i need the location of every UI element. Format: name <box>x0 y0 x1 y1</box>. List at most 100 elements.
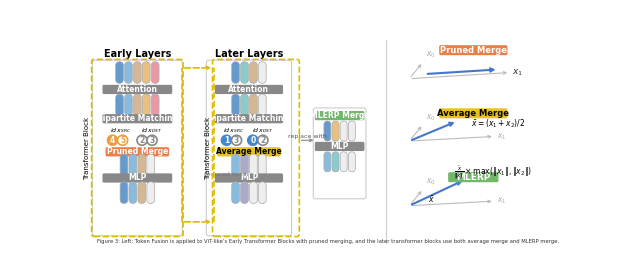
Text: $\mathit{id}\,x_{\mathit{DST}}$: $\mathit{id}\,x_{\mathit{DST}}$ <box>141 126 162 135</box>
FancyBboxPatch shape <box>340 152 347 172</box>
FancyBboxPatch shape <box>120 154 128 176</box>
Text: 5: 5 <box>120 136 125 145</box>
FancyBboxPatch shape <box>241 62 248 83</box>
Text: Early Layers: Early Layers <box>104 49 171 59</box>
Text: replace with: replace with <box>288 134 327 139</box>
Text: Attention: Attention <box>117 85 158 94</box>
Text: MLERP: MLERP <box>456 173 490 182</box>
Text: Transformer Block: Transformer Block <box>84 116 90 179</box>
FancyBboxPatch shape <box>125 62 132 83</box>
Text: $x_0$: $x_0$ <box>426 112 436 122</box>
FancyBboxPatch shape <box>138 182 146 203</box>
FancyBboxPatch shape <box>147 154 155 176</box>
Circle shape <box>108 135 118 145</box>
Text: 3: 3 <box>234 136 239 145</box>
FancyBboxPatch shape <box>241 182 248 203</box>
FancyBboxPatch shape <box>241 94 248 116</box>
Text: Average Merge: Average Merge <box>437 109 509 118</box>
FancyBboxPatch shape <box>151 94 159 116</box>
Text: reduced norm: reduced norm <box>204 172 248 177</box>
FancyBboxPatch shape <box>102 114 172 123</box>
FancyBboxPatch shape <box>348 152 355 172</box>
Text: 0: 0 <box>250 136 255 145</box>
Circle shape <box>147 135 157 145</box>
FancyBboxPatch shape <box>129 182 137 203</box>
Text: Bipartite Matching: Bipartite Matching <box>209 114 289 123</box>
FancyBboxPatch shape <box>134 94 141 116</box>
Text: Attention: Attention <box>228 85 269 94</box>
Text: Later Layers: Later Layers <box>215 49 283 59</box>
FancyBboxPatch shape <box>102 173 172 183</box>
Circle shape <box>248 135 258 145</box>
FancyBboxPatch shape <box>232 154 239 176</box>
FancyBboxPatch shape <box>315 111 364 120</box>
FancyBboxPatch shape <box>439 45 508 55</box>
FancyBboxPatch shape <box>259 154 266 176</box>
FancyBboxPatch shape <box>215 173 283 183</box>
Text: Pruned Merge: Pruned Merge <box>440 46 507 55</box>
FancyBboxPatch shape <box>151 62 159 83</box>
FancyBboxPatch shape <box>315 142 364 151</box>
Circle shape <box>118 135 127 145</box>
FancyBboxPatch shape <box>332 152 339 172</box>
Text: $x_1$: $x_1$ <box>497 196 506 206</box>
Text: $x_1$: $x_1$ <box>497 131 506 142</box>
Text: Average Merge: Average Merge <box>216 147 282 156</box>
Circle shape <box>221 135 232 145</box>
FancyBboxPatch shape <box>439 108 508 118</box>
FancyBboxPatch shape <box>250 182 257 203</box>
FancyBboxPatch shape <box>324 121 331 141</box>
Text: MLP: MLP <box>128 173 147 183</box>
FancyBboxPatch shape <box>215 114 283 123</box>
Text: $\mathit{id}\,x_{\mathit{SRC}}$: $\mathit{id}\,x_{\mathit{SRC}}$ <box>223 126 244 135</box>
FancyBboxPatch shape <box>92 60 182 236</box>
Circle shape <box>258 135 268 145</box>
FancyBboxPatch shape <box>120 182 128 203</box>
Text: MLP: MLP <box>330 142 349 151</box>
FancyBboxPatch shape <box>348 121 355 141</box>
FancyBboxPatch shape <box>232 182 239 203</box>
FancyBboxPatch shape <box>134 62 141 83</box>
Text: $x_0$: $x_0$ <box>426 177 436 187</box>
FancyBboxPatch shape <box>217 147 281 157</box>
Text: Bipartite Matching: Bipartite Matching <box>97 114 178 123</box>
Circle shape <box>232 135 241 145</box>
FancyBboxPatch shape <box>259 182 266 203</box>
Circle shape <box>137 135 147 145</box>
FancyBboxPatch shape <box>250 62 257 83</box>
Text: 2: 2 <box>260 136 266 145</box>
Text: 1: 1 <box>224 136 229 145</box>
Text: $\bar{x}$: $\bar{x}$ <box>428 194 435 205</box>
Text: $\mathit{id}\,x_{\mathit{SRC}}$: $\mathit{id}\,x_{\mathit{SRC}}$ <box>109 126 131 135</box>
FancyBboxPatch shape <box>129 154 137 176</box>
FancyBboxPatch shape <box>147 182 155 203</box>
FancyBboxPatch shape <box>259 94 266 116</box>
Text: 4: 4 <box>110 136 115 145</box>
FancyBboxPatch shape <box>215 85 283 94</box>
FancyBboxPatch shape <box>142 62 150 83</box>
FancyBboxPatch shape <box>116 62 124 83</box>
Text: $\frac{\bar{x}}{\|\bar{x}\|}\times\max(\|x_1\|,\|x_2\|)$: $\frac{\bar{x}}{\|\bar{x}\|}\times\max(\… <box>454 165 532 182</box>
FancyBboxPatch shape <box>142 94 150 116</box>
Text: MLP: MLP <box>240 173 258 183</box>
FancyBboxPatch shape <box>232 62 239 83</box>
FancyBboxPatch shape <box>448 172 499 182</box>
FancyBboxPatch shape <box>259 62 266 83</box>
Text: $x_1$: $x_1$ <box>513 67 524 78</box>
Text: Figure 3: Left: Token Fusion is applied to ViT-like’s Early Transformer Blocks w: Figure 3: Left: Token Fusion is applied … <box>97 239 559 244</box>
Text: Pruned Merge: Pruned Merge <box>107 147 168 156</box>
Text: $x_0$: $x_0$ <box>426 50 436 60</box>
FancyBboxPatch shape <box>116 94 124 116</box>
FancyBboxPatch shape <box>102 85 172 94</box>
Text: 3: 3 <box>150 136 155 145</box>
FancyBboxPatch shape <box>250 154 257 176</box>
Text: $\bar{x}=(x_1+x_2)/2$: $\bar{x}=(x_1+x_2)/2$ <box>472 118 525 130</box>
FancyBboxPatch shape <box>232 94 239 116</box>
FancyBboxPatch shape <box>125 94 132 116</box>
Text: MLERP Merge: MLERP Merge <box>310 111 369 120</box>
FancyBboxPatch shape <box>106 147 169 157</box>
FancyBboxPatch shape <box>324 152 331 172</box>
FancyBboxPatch shape <box>241 154 248 176</box>
FancyBboxPatch shape <box>313 108 366 199</box>
Text: 2: 2 <box>140 136 145 145</box>
